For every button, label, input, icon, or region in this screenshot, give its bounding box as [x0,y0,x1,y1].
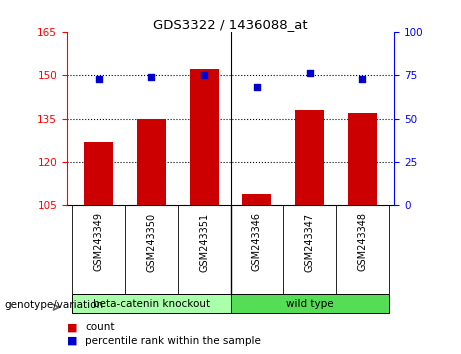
Bar [72,294,230,313]
Bar [84,142,113,205]
Title: GDS3322 / 1436088_at: GDS3322 / 1436088_at [153,18,308,31]
Bar [348,113,377,205]
Text: GSM243350: GSM243350 [146,212,156,272]
Text: GSM243349: GSM243349 [94,212,104,272]
Text: wild type: wild type [286,298,333,309]
Bar [137,119,166,205]
Text: ■: ■ [67,322,77,332]
Point [359,76,366,81]
Text: percentile rank within the sample: percentile rank within the sample [85,336,261,346]
Text: GSM243351: GSM243351 [199,212,209,272]
Point [148,74,155,80]
Text: ■: ■ [67,336,77,346]
Text: genotype/variation: genotype/variation [5,300,104,310]
Point [95,76,102,81]
Bar [242,194,272,205]
Text: beta-catenin knockout: beta-catenin knockout [93,298,210,309]
Bar [189,69,219,205]
Text: GSM243347: GSM243347 [305,212,315,272]
Text: GSM243348: GSM243348 [357,212,367,272]
Text: count: count [85,322,115,332]
Bar [295,110,324,205]
Text: GSM243346: GSM243346 [252,212,262,272]
Point [253,85,260,90]
Point [201,73,208,78]
Bar [230,294,389,313]
Point [306,71,313,76]
